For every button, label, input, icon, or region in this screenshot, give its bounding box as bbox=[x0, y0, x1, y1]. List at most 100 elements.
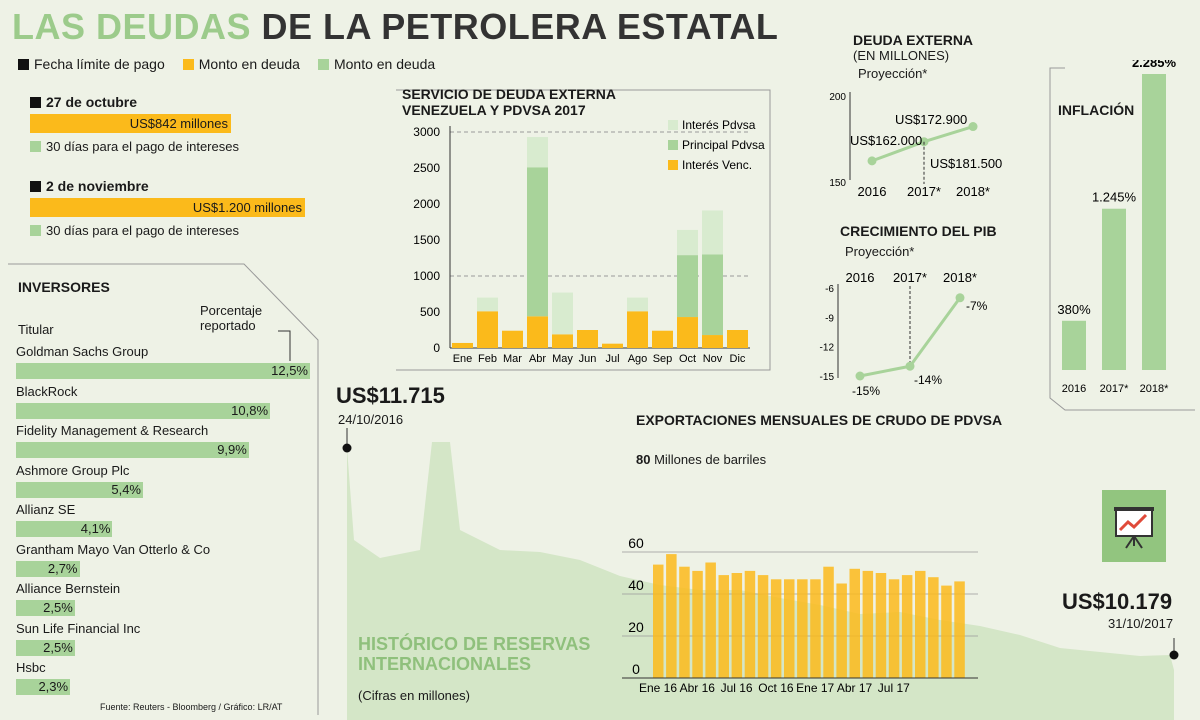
reserves-area-chart: 0 20 40 60 Ene 16 Abr 16 Jul 16 Oct 16 Ene 17 Abr… bbox=[342, 428, 1179, 720]
x-tick-label: Abr bbox=[529, 353, 546, 365]
presentation-chart-glyph bbox=[1114, 507, 1154, 549]
data-point bbox=[905, 361, 915, 371]
note-swatch bbox=[30, 225, 41, 236]
export-bar bbox=[849, 568, 860, 678]
bar-segment bbox=[727, 330, 748, 348]
investors-col-pct: Porcentaje reportado bbox=[200, 303, 263, 333]
investor-row: BlackRock 10,8% bbox=[16, 384, 316, 424]
export-bar bbox=[915, 570, 926, 678]
y-tick-label: 40 bbox=[628, 577, 644, 593]
investor-pct-label: 2,5% bbox=[43, 600, 73, 615]
investor-row: Goldman Sachs Group 12,5% bbox=[16, 344, 316, 384]
investor-pct-label: 9,9% bbox=[217, 442, 247, 457]
y-tick-label: 500 bbox=[420, 305, 440, 319]
export-bar bbox=[692, 570, 703, 678]
reserves-start-date: 24/10/2016 bbox=[338, 412, 404, 427]
reserves-end-value: US$10.179 bbox=[1062, 589, 1173, 614]
investors-title: INVERSORES bbox=[18, 279, 110, 295]
gdp-note: Proyección* bbox=[845, 244, 915, 259]
page-title: LAS DEUDAS DE LA PETROLERA ESTATAL bbox=[12, 6, 778, 48]
investor-name: Alliance Bernstein bbox=[16, 581, 121, 596]
legend-label: Interés Venc. bbox=[682, 158, 752, 172]
y-tick-label: 150 bbox=[829, 178, 846, 189]
payment-note: 30 días para el pago de intereses bbox=[46, 223, 239, 238]
presentation-chart-icon bbox=[1102, 490, 1166, 562]
investors-list: Goldman Sachs Group 12,5% BlackRock 10,8% Fi… bbox=[16, 344, 316, 700]
legend-item-green: Monto en deuda bbox=[317, 56, 435, 72]
external-debt-chart: 200 150 2016 2017* 2018* US$162.000 US$172.900… bbox=[829, 92, 1002, 199]
investor-pct-label: 12,5% bbox=[271, 363, 308, 378]
x-tick-label: 2016 bbox=[846, 270, 875, 285]
debt-service-chart: 0 500 1000 1500 2000 2500 3000 Ene Feb Mar Abr May J… bbox=[413, 118, 765, 365]
x-tick-label: 2016 bbox=[1062, 383, 1086, 395]
investors-col-holder: Titular bbox=[18, 322, 54, 337]
external-debt-header: DEUDA EXTERNA (EN MILLONES) Proyección* bbox=[853, 32, 974, 82]
gdp-chart: -6 -9 -12 -15 2016 2017* 2018* -15% -14% -7% bbox=[820, 270, 988, 396]
investor-bar: 9,9% bbox=[16, 442, 249, 458]
gdp-title: CRECIMIENTO DEL PIB bbox=[840, 223, 997, 239]
legend-label: Interés Pdvsa bbox=[682, 118, 756, 132]
deadline-square bbox=[30, 181, 41, 192]
reserves-title: HISTÓRICO DE RESERVAS INTERNACIONALES bbox=[358, 634, 591, 674]
investor-row: Sun Life Financial Inc 2,5% bbox=[16, 621, 316, 661]
x-tick-label: Jul 17 bbox=[878, 681, 910, 695]
investor-pct-label: 4,1% bbox=[80, 521, 111, 536]
exports-unit: 80 Millones de barriles bbox=[636, 452, 767, 467]
x-tick-label: 2017* bbox=[907, 184, 941, 199]
export-bar bbox=[731, 573, 743, 678]
bar-segment bbox=[702, 254, 723, 336]
data-point bbox=[955, 293, 965, 303]
export-bar bbox=[862, 570, 874, 678]
x-tick-label: 2017* bbox=[893, 270, 927, 285]
investor-bar: 2,3% bbox=[16, 679, 71, 695]
investor-pct-label: 2,7% bbox=[47, 560, 78, 576]
legend-swatch bbox=[668, 140, 678, 150]
exports-title: EXPORTACIONES MENSUALES DE CRUDO DE PDVS… bbox=[636, 412, 1003, 428]
investor-bar: 2,7% bbox=[16, 560, 80, 577]
bar-segment bbox=[477, 297, 498, 312]
bar-segment bbox=[602, 343, 623, 348]
payment-1: 27 de octubre US$842 millones 30 días pa… bbox=[30, 94, 330, 154]
note-swatch bbox=[30, 141, 41, 152]
x-tick-label: 2018* bbox=[1140, 383, 1169, 395]
y-tick-label: 0 bbox=[433, 341, 440, 355]
bar-segment bbox=[652, 330, 673, 348]
bar-segment bbox=[702, 210, 723, 255]
y-tick-label: 3000 bbox=[413, 125, 440, 139]
source-note: Fuente: Reuters - Bloomberg / Gráfico: L… bbox=[100, 702, 283, 712]
export-bar bbox=[718, 575, 729, 678]
x-tick-label: 2018* bbox=[956, 184, 990, 199]
deadline-square bbox=[30, 97, 41, 108]
y-tick-label: 0 bbox=[632, 661, 640, 677]
data-label: -7% bbox=[966, 299, 988, 313]
export-bar bbox=[705, 562, 716, 678]
investor-bar: 2,5% bbox=[16, 639, 75, 656]
investor-name: Goldman Sachs Group bbox=[16, 344, 149, 359]
bar-segment bbox=[627, 297, 648, 312]
reserves-start-value: US$11.715 bbox=[336, 383, 445, 408]
inflation-chart: 380% 2016 1.245% 2017* 2.285% 2018* bbox=[1057, 60, 1176, 395]
x-tick-label: Ene 17 bbox=[796, 681, 834, 695]
payment-2: 2 de noviembre US$1.200 millones 30 días… bbox=[30, 178, 330, 238]
bar-segment bbox=[677, 317, 698, 348]
title-highlight: LAS DEUDAS bbox=[12, 6, 252, 47]
data-label: 380% bbox=[1057, 302, 1091, 317]
inflation-bar bbox=[1102, 208, 1126, 370]
export-bar bbox=[875, 573, 887, 678]
bar-segment bbox=[477, 311, 498, 348]
investor-row: Alliance Bernstein 2,5% bbox=[16, 581, 316, 621]
investor-row: Ashmore Group Plc 5,4% bbox=[16, 463, 316, 503]
investor-bar: 10,8% bbox=[16, 402, 271, 419]
investor-name: Allianz SE bbox=[16, 502, 76, 517]
export-bar bbox=[928, 577, 939, 678]
x-tick-label: Feb bbox=[478, 353, 497, 365]
investor-row: Fidelity Management & Research 9,9% bbox=[16, 423, 316, 463]
x-tick-label: 2018* bbox=[943, 270, 977, 285]
bar-segment bbox=[677, 255, 698, 318]
reserves-area bbox=[347, 442, 1174, 720]
investor-pct-label: 2,5% bbox=[43, 639, 73, 655]
x-tick-label: Ene bbox=[453, 353, 473, 365]
export-bar bbox=[941, 585, 952, 678]
legend-swatch-black bbox=[18, 59, 29, 70]
payment-amount-bar: US$842 millones bbox=[30, 114, 231, 133]
